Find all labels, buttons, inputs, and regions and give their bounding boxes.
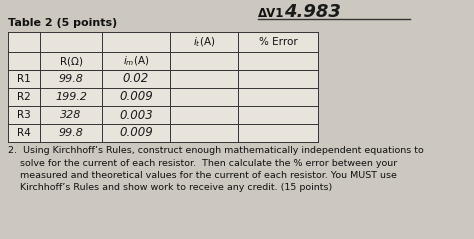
Text: 99.8: 99.8 [59,74,83,84]
Text: 4.983: 4.983 [284,3,341,21]
Text: $i_t$(A): $i_t$(A) [193,35,215,49]
Text: 2.  Using Kirchhoff’s Rules, construct enough mathematically independent equatio: 2. Using Kirchhoff’s Rules, construct en… [8,146,424,155]
Text: $i_m$(A): $i_m$(A) [123,54,149,68]
Bar [8,32,318,142]
Text: Table 2 (5 points): Table 2 (5 points) [8,18,117,28]
Text: R2: R2 [17,92,31,102]
Text: R3: R3 [17,110,31,120]
Text: R4: R4 [17,128,31,138]
Text: R($\Omega$): R($\Omega$) [59,54,83,67]
Text: R1: R1 [17,74,31,84]
Text: ΔV1: ΔV1 [258,6,284,20]
Text: 99.8: 99.8 [59,128,83,138]
Text: 0.003: 0.003 [119,109,153,121]
Text: % Error: % Error [259,37,297,47]
Text: 0.009: 0.009 [119,126,153,140]
Text: 328: 328 [60,110,82,120]
Text: Kirchhoff’s Rules and show work to receive any credit. (15 points): Kirchhoff’s Rules and show work to recei… [8,184,332,192]
Text: 0.02: 0.02 [123,72,149,86]
Text: 0.009: 0.009 [119,91,153,103]
Text: 199.2: 199.2 [55,92,87,102]
Text: solve for the current of each resistor.  Then calculate the % error between your: solve for the current of each resistor. … [8,158,397,168]
Text: measured and theoretical values for the current of each resistor. You MUST use: measured and theoretical values for the … [8,171,397,180]
